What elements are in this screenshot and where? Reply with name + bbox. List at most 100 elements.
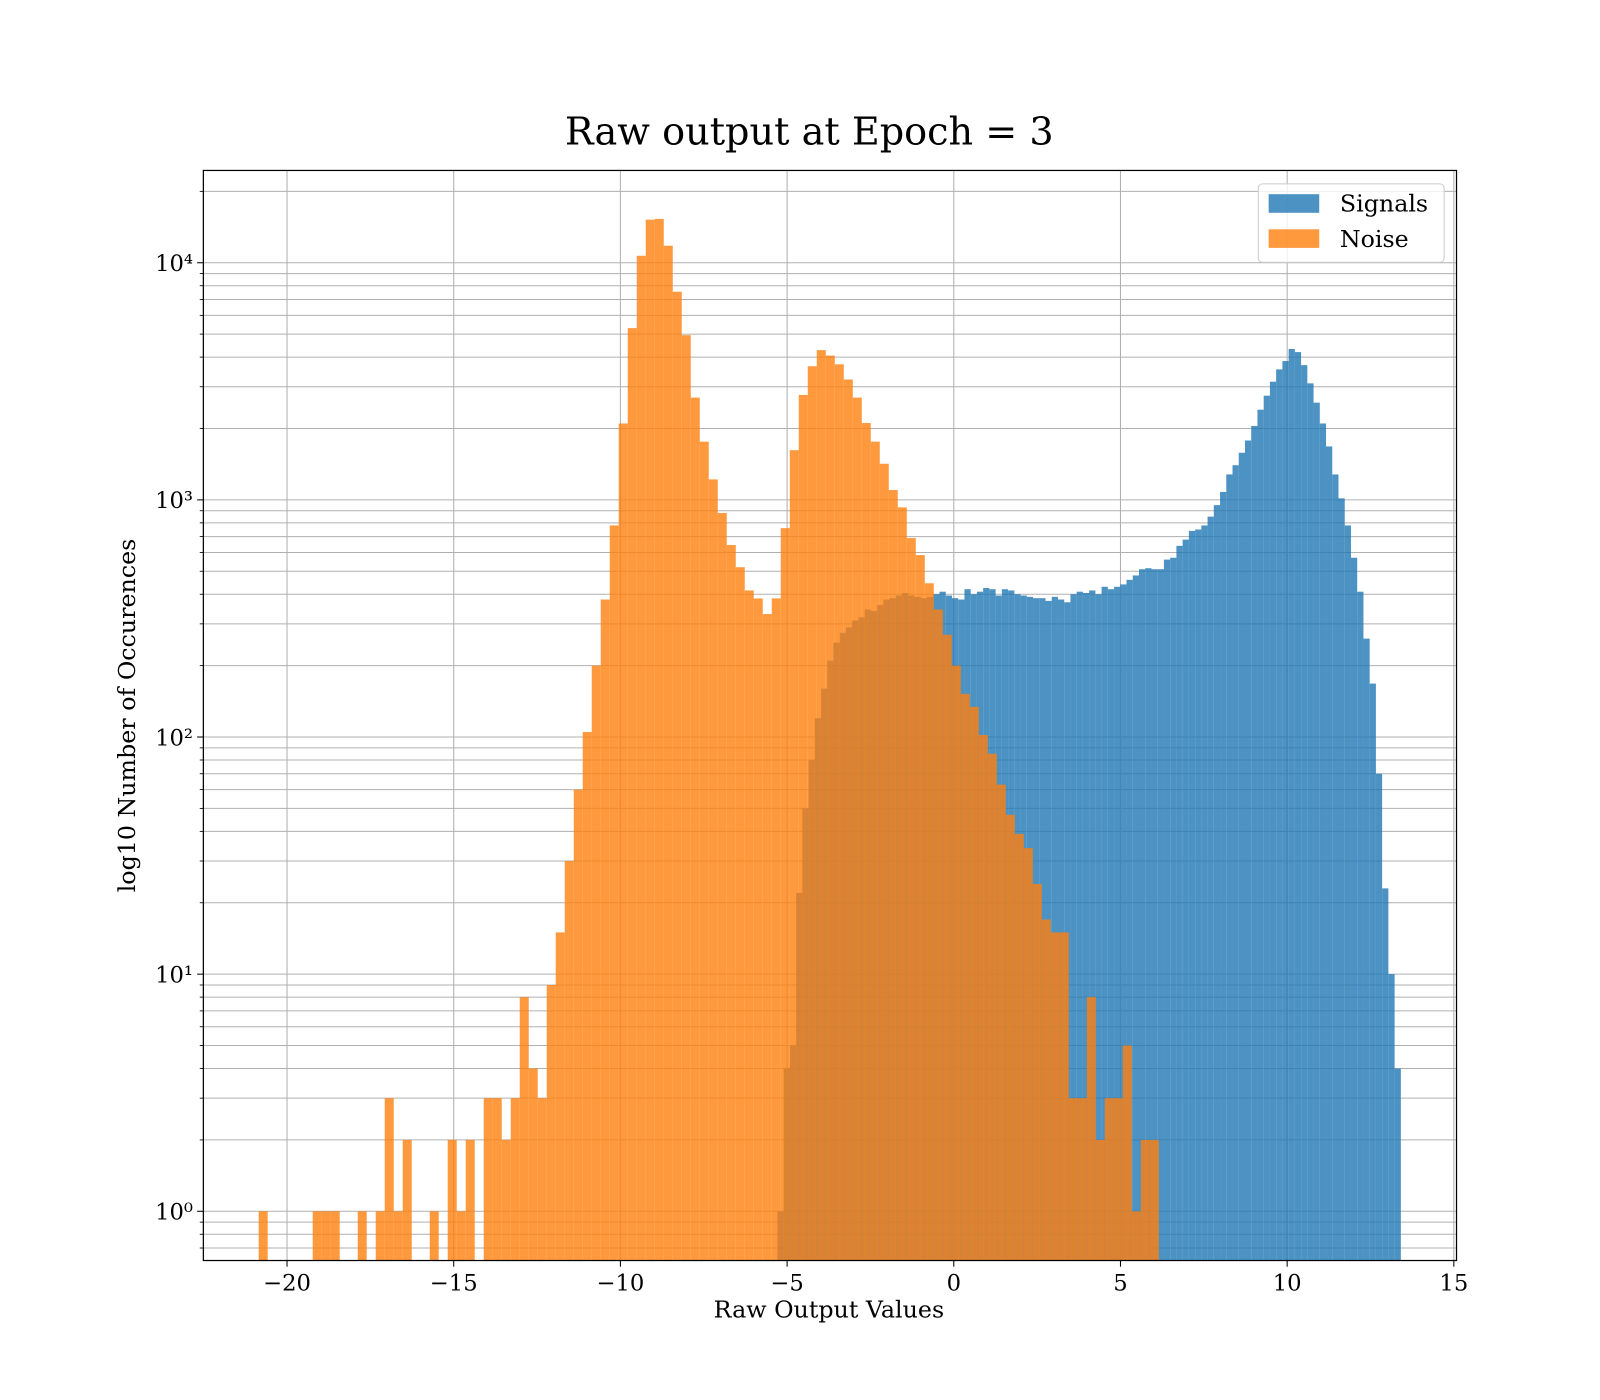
histogram-bar [870,441,880,1261]
x-tick-label: −5 [770,1270,803,1296]
histogram-bar [681,335,691,1261]
histogram-bar [744,590,754,1261]
histogram-bar [1068,1098,1078,1261]
histogram-bar [1307,383,1314,1261]
histogram-bar [816,350,826,1261]
histogram-bar [1313,402,1320,1261]
histogram-bar [789,450,799,1261]
histogram-bar [699,441,709,1261]
histogram-bar [1213,505,1221,1261]
ticks: −20 −15 −10 −5 0 5 10 15 10⁰ 10¹ 10² 10³ 10⁴ [155,190,1468,1296]
histogram-bar [1251,425,1258,1261]
histogram-bar [906,538,916,1261]
histogram-bar [1375,773,1383,1261]
histogram-bar [357,1211,367,1261]
histogram-bar [1095,594,1102,1261]
histogram-bar [915,555,925,1261]
x-tick-label: 5 [1113,1270,1127,1296]
histogram-bar [1113,1098,1123,1261]
histogram-bar [519,997,529,1261]
histogram-bar [627,328,637,1261]
histogram-bar [735,567,745,1261]
histogram-bar [483,1098,493,1261]
histogram-bar [690,397,700,1261]
histogram-bar [753,598,763,1261]
histogram-bar [321,1211,331,1261]
histogram-bar [654,218,664,1261]
histogram-bar [1332,474,1339,1261]
histogram-bar [717,513,727,1261]
histogram-bar [1176,545,1183,1261]
histogram-bar [978,734,988,1261]
histogram-bar [600,599,610,1261]
histogram-bar [330,1211,340,1261]
histogram-bar [456,1211,466,1261]
histogram-bar [1095,1139,1105,1261]
histogram-bar [1382,888,1389,1261]
histogram-bar [1163,559,1171,1261]
histogram-bar [1288,348,1295,1261]
histogram-bar [1326,446,1333,1261]
histogram-bar [1257,409,1264,1261]
histogram-bar [1032,883,1042,1261]
histogram-bar [1282,361,1289,1261]
histogram-bar [510,1098,520,1261]
histogram-bar [1014,833,1024,1261]
histogram-bar [1107,589,1115,1261]
histogram-bar [942,634,952,1261]
histogram-bar [258,1211,268,1261]
x-tick-label: −20 [263,1270,311,1296]
histogram-bar [933,609,943,1261]
histogram-bar [1344,525,1351,1261]
histogram-bar [609,525,619,1261]
histogram-bar [1041,919,1051,1261]
histogram-bar [375,1211,385,1261]
histogram-bar [1149,1139,1159,1261]
histogram-bar [1357,591,1364,1261]
histogram-bar [1023,848,1033,1261]
histogram-bar [1076,591,1083,1261]
x-tick-label: 0 [947,1270,961,1296]
histogram-bar [618,423,628,1261]
histogram-bar [1122,1045,1132,1261]
x-tick-label: −15 [430,1270,478,1296]
histogram-bar [798,394,808,1261]
legend-label: Signals [1340,190,1428,218]
histogram-bar [1104,1098,1114,1261]
histogram-bar [1064,602,1071,1261]
histogram-bar [1226,474,1233,1261]
histogram-bar [1126,579,1133,1261]
histogram-bar [1077,1098,1087,1261]
legend-label: Noise [1340,225,1409,253]
histogram-bar [1276,369,1283,1261]
histogram-bar [1350,557,1358,1261]
histogram-bar [1140,1139,1150,1261]
histogram-bar [1051,596,1058,1261]
histogram-bar [708,479,718,1261]
histogram-bar [1363,638,1370,1261]
histogram-bar [996,784,1006,1261]
histogram-bar [1201,525,1208,1261]
histogram-bar [1263,395,1270,1261]
histogram-bar [1059,932,1069,1261]
histogram-bar [1301,365,1308,1261]
histogram-bar [636,255,646,1261]
histogram-bar [555,932,565,1261]
histogram-bar [1207,516,1214,1261]
histogram-bar [897,507,907,1261]
bars [258,218,1401,1261]
histogram-bar [951,665,961,1261]
histogram-bar [447,1139,457,1261]
histogram-bar [528,1068,538,1261]
histogram-bar [1188,530,1196,1261]
histogram-bar [1139,569,1146,1261]
legend-swatch [1268,194,1320,213]
histogram-bar [834,364,844,1261]
histogram-bar [1131,1211,1141,1261]
histogram-bar [969,706,979,1261]
histogram-bar [591,665,601,1261]
histogram-bar [1086,997,1096,1261]
histogram-bar [987,753,997,1261]
histogram-bar [1394,1068,1401,1261]
